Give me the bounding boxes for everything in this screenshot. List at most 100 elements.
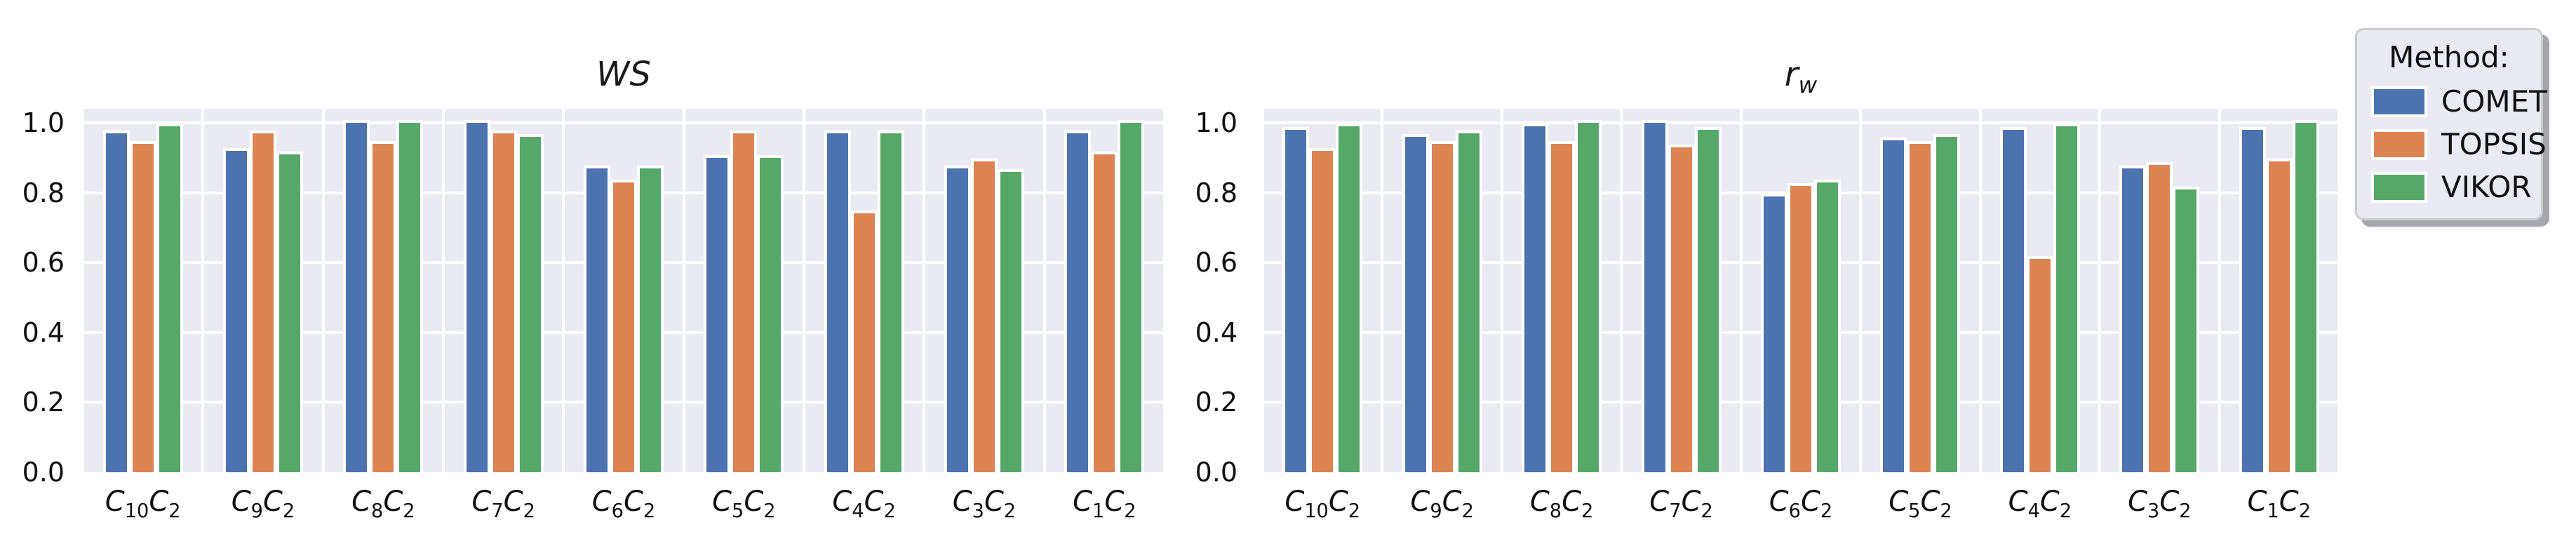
y-tick-label: 1.0 bbox=[1195, 107, 1237, 138]
bar-group-C7C2 bbox=[443, 109, 563, 472]
bar-group-C4C2 bbox=[1980, 109, 2100, 472]
bar-topsis-C1C2 bbox=[2265, 158, 2293, 472]
x-tick-label-C3C2: C3C2 bbox=[952, 486, 1017, 522]
bar-topsis-C9C2 bbox=[1428, 140, 1456, 472]
gridline-y-1.0 bbox=[1263, 121, 2339, 124]
legend-label-topsis: TOPSIS bbox=[2441, 127, 2547, 161]
y-axis-rw: 0.0 0.2 0.4 0.6 0.8 1.0 bbox=[1173, 107, 1250, 488]
bar-vikor-C7C2 bbox=[1694, 126, 1722, 472]
bar-topsis-C8C2 bbox=[370, 140, 397, 472]
legend-swatch-vikor bbox=[2371, 171, 2427, 203]
bar-vikor-C3C2 bbox=[997, 168, 1024, 472]
bar-comet-C8C2 bbox=[1522, 123, 1549, 472]
bar-vikor-C8C2 bbox=[1575, 119, 1602, 472]
gridline-x-boundary bbox=[201, 109, 205, 472]
gridline-x-boundary bbox=[442, 109, 445, 472]
x-axis-rw: C10C2 C9C2 C8C2 C7C2 C6C2 C5C2 C4C2 C3C2 C1C2 bbox=[1263, 486, 2339, 535]
bar-comet-C7C2 bbox=[1641, 119, 1668, 472]
gridline-y-1.0 bbox=[83, 121, 1165, 124]
x-tick-label-C8C2: C8C2 bbox=[351, 486, 415, 522]
gridline-x-boundary bbox=[1500, 109, 1503, 472]
gridline-x-boundary bbox=[83, 109, 84, 472]
bar-comet-C9C2 bbox=[222, 147, 250, 472]
bar-topsis-C6C2 bbox=[1787, 182, 1814, 472]
bar-group-C8C2 bbox=[323, 109, 443, 472]
bar-topsis-C8C2 bbox=[1548, 140, 1576, 472]
bar-vikor-C3C2 bbox=[2173, 186, 2200, 472]
legend-swatch-topsis bbox=[2371, 128, 2427, 160]
chart-title-rw: rw bbox=[1784, 55, 1818, 99]
x-tick-label-C6C2: C6C2 bbox=[591, 486, 656, 522]
bar-comet-C4C2 bbox=[1999, 126, 2027, 472]
gridline-x-boundary bbox=[803, 109, 805, 472]
gridline-x-boundary bbox=[1042, 109, 1046, 472]
bar-group-C6C2 bbox=[563, 109, 683, 472]
bar-group-C3C2 bbox=[924, 109, 1044, 472]
bar-comet-C3C2 bbox=[944, 165, 971, 472]
bar-comet-C10C2 bbox=[102, 130, 130, 472]
bar-group-C10C2 bbox=[1263, 109, 1382, 472]
gridline-x-boundary bbox=[562, 109, 565, 472]
gridline-x-boundary bbox=[682, 109, 685, 472]
gridline-x-boundary bbox=[2218, 109, 2221, 472]
y-tick-label: 0.6 bbox=[22, 247, 65, 279]
x-tick-label-C3C2: C3C2 bbox=[2128, 486, 2192, 522]
legend-swatch-comet bbox=[2371, 86, 2427, 117]
y-tick-label: 0.4 bbox=[1195, 316, 1237, 348]
bar-comet-C4C2 bbox=[824, 130, 851, 472]
bar-vikor-C6C2 bbox=[1813, 179, 1841, 472]
bar-comet-C5C2 bbox=[1880, 137, 1907, 472]
bar-group-C4C2 bbox=[804, 109, 924, 472]
x-tick-label-C5C2: C5C2 bbox=[712, 486, 776, 522]
legend-row-comet: COMET bbox=[2371, 84, 2547, 119]
gridline-x-boundary bbox=[1263, 109, 1264, 472]
plot-area-rw bbox=[1263, 109, 2339, 472]
bar-vikor-C9C2 bbox=[1455, 130, 1482, 472]
gridline-x-boundary bbox=[1859, 109, 1863, 472]
bar-topsis-C7C2 bbox=[1668, 144, 1695, 472]
x-tick-label-C5C2: C5C2 bbox=[1889, 486, 1952, 522]
y-tick-label: 0.8 bbox=[22, 177, 65, 208]
bar-vikor-C7C2 bbox=[516, 133, 544, 472]
legend-label-vikor: VIKOR bbox=[2441, 170, 2532, 204]
bar-comet-C1C2 bbox=[2239, 126, 2266, 472]
plot-area-ws bbox=[83, 109, 1165, 472]
bar-topsis-C3C2 bbox=[970, 158, 998, 472]
bar-topsis-C1C2 bbox=[1091, 151, 1118, 472]
bar-comet-C7C2 bbox=[463, 119, 490, 472]
bar-comet-C1C2 bbox=[1064, 130, 1092, 472]
x-tick-label-C4C2: C4C2 bbox=[832, 486, 896, 522]
bar-vikor-C4C2 bbox=[877, 130, 904, 472]
x-tick-label-C10C2: C10C2 bbox=[1284, 486, 1361, 522]
y-tick-label: 0.8 bbox=[1195, 177, 1237, 208]
y-tick-label: 0.0 bbox=[1195, 457, 1237, 488]
bar-topsis-C10C2 bbox=[1309, 147, 1336, 472]
x-tick-label-C4C2: C4C2 bbox=[2008, 486, 2072, 522]
x-tick-label-C7C2: C7C2 bbox=[1649, 486, 1713, 522]
y-tick-label: 0.0 bbox=[22, 457, 65, 488]
gridline-x-boundary bbox=[2098, 109, 2102, 472]
bar-group-C10C2 bbox=[83, 109, 203, 472]
bar-group-C7C2 bbox=[1621, 109, 1740, 472]
gridline-x-boundary bbox=[1381, 109, 1384, 472]
bar-topsis-C5C2 bbox=[730, 130, 758, 472]
bar-topsis-C4C2 bbox=[850, 211, 878, 472]
gridline-x-boundary bbox=[1739, 109, 1743, 472]
bar-comet-C9C2 bbox=[1402, 133, 1429, 472]
bar-topsis-C4C2 bbox=[2026, 256, 2053, 472]
gridline-x-boundary bbox=[1163, 109, 1165, 472]
gridline-x-boundary bbox=[923, 109, 926, 472]
x-tick-label-C9C2: C9C2 bbox=[231, 486, 295, 522]
gridline-x-boundary bbox=[2337, 109, 2339, 472]
bar-topsis-C7C2 bbox=[490, 130, 517, 472]
legend-label-comet: COMET bbox=[2441, 84, 2547, 119]
bar-group-C5C2 bbox=[684, 109, 804, 472]
y-tick-label: 0.2 bbox=[22, 387, 65, 418]
bar-group-C9C2 bbox=[1382, 109, 1501, 472]
x-tick-label-C10C2: C10C2 bbox=[105, 486, 181, 522]
legend: Method: COMET TOPSIS VIKOR bbox=[2355, 28, 2547, 220]
y-tick-label: 0.4 bbox=[22, 316, 65, 348]
y-axis-ws: 0.0 0.2 0.4 0.6 0.8 1.0 bbox=[0, 107, 77, 488]
bar-comet-C6C2 bbox=[1760, 193, 1787, 472]
